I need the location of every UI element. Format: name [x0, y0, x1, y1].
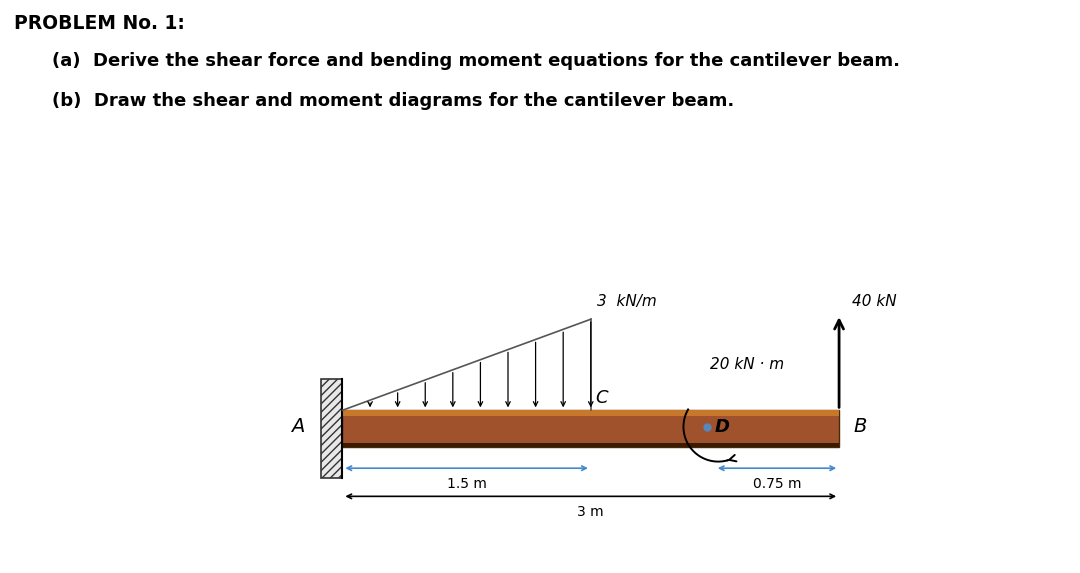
Bar [342, 410, 839, 416]
Bar [321, 379, 342, 478]
Text: 0.75 m: 0.75 m [753, 477, 801, 491]
Text: A: A [291, 417, 305, 436]
Text: D: D [715, 418, 730, 436]
Text: (a)  Derive the shear force and bending moment equations for the cantilever beam: (a) Derive the shear force and bending m… [52, 52, 900, 69]
Text: C: C [596, 389, 608, 407]
Text: 3  kN/m: 3 kN/m [597, 295, 657, 309]
Text: 40 kN: 40 kN [852, 295, 896, 309]
Bar [342, 442, 839, 447]
Bar [342, 410, 839, 447]
Text: 20 kN · m: 20 kN · m [710, 357, 784, 372]
Text: B: B [854, 417, 867, 436]
Text: 1.5 m: 1.5 m [447, 477, 487, 491]
Text: PROBLEM No. 1:: PROBLEM No. 1: [14, 14, 185, 33]
Text: 3 m: 3 m [578, 505, 604, 520]
Text: (b)  Draw the shear and moment diagrams for the cantilever beam.: (b) Draw the shear and moment diagrams f… [52, 92, 734, 109]
